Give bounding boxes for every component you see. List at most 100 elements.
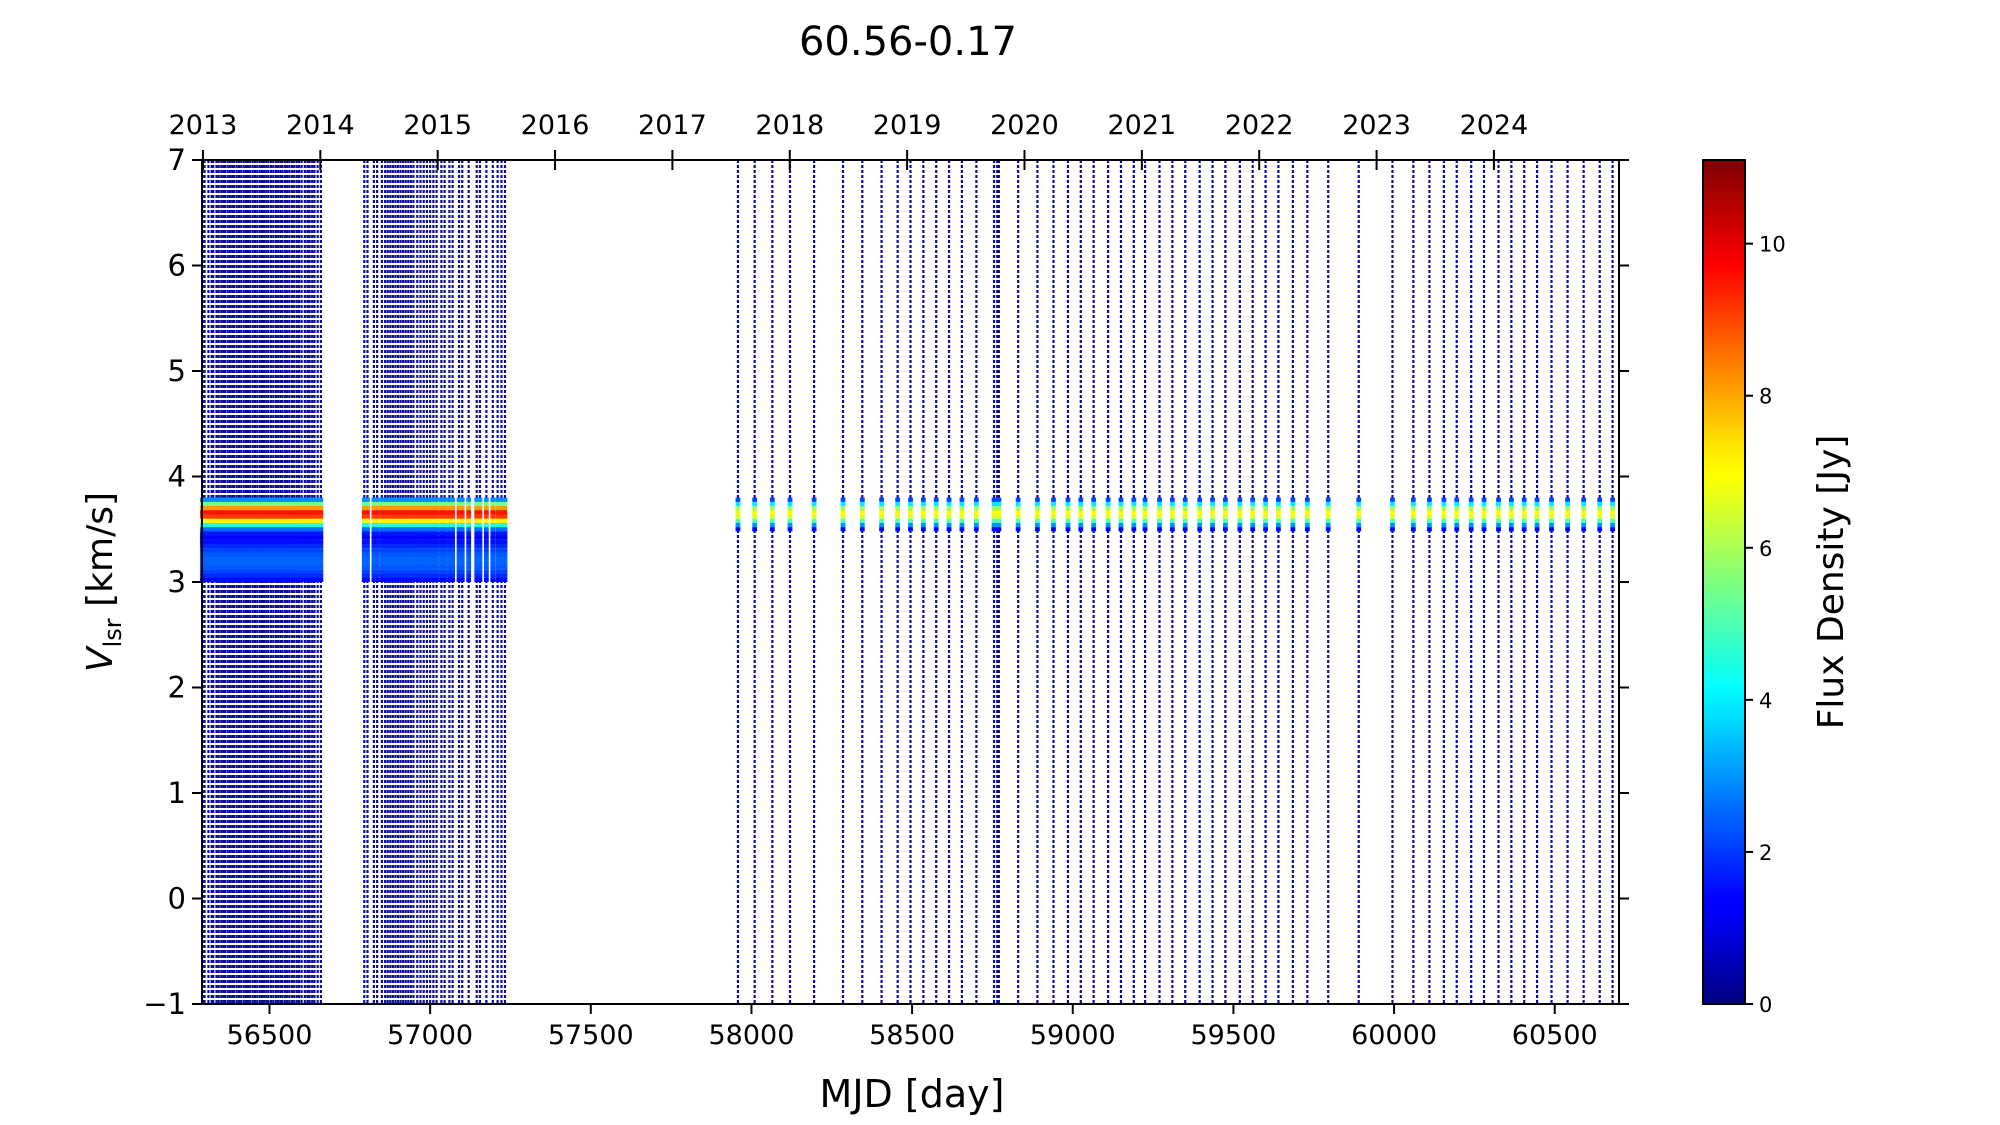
emission-cell bbox=[247, 544, 253, 549]
emission-cell bbox=[946, 518, 952, 523]
emission-cell bbox=[403, 522, 409, 528]
emission-cell bbox=[382, 522, 388, 528]
emission-cell bbox=[450, 544, 456, 549]
emission-cell bbox=[490, 552, 496, 557]
emission-cell bbox=[291, 569, 297, 574]
emission-cell bbox=[1508, 527, 1514, 532]
emission-cell bbox=[477, 506, 483, 511]
emission-cell bbox=[466, 577, 472, 582]
emission-cell bbox=[296, 565, 302, 570]
emission-cell bbox=[991, 497, 997, 502]
emission-cell bbox=[400, 552, 406, 557]
emission-cell bbox=[247, 522, 253, 528]
emission-cell bbox=[502, 510, 508, 515]
emission-cell bbox=[247, 527, 253, 532]
emission-cell bbox=[266, 556, 271, 561]
emission-cell bbox=[1035, 501, 1040, 507]
emission-cell bbox=[318, 531, 324, 536]
emission-cell bbox=[411, 506, 416, 511]
emission-cell bbox=[477, 518, 483, 523]
emission-cell bbox=[216, 552, 222, 557]
emission-cell bbox=[1468, 514, 1474, 519]
emission-cell bbox=[474, 527, 480, 532]
emission-cell bbox=[946, 506, 952, 511]
emission-cell bbox=[231, 565, 237, 570]
emission-cell bbox=[307, 506, 313, 511]
x-tick-label: 57000 bbox=[387, 1020, 473, 1051]
emission-cell bbox=[991, 514, 997, 519]
emission-cell bbox=[466, 527, 472, 532]
emission-cell bbox=[307, 497, 313, 502]
emission-cell bbox=[459, 565, 465, 570]
emission-cell bbox=[1410, 506, 1416, 511]
emission-cell bbox=[490, 556, 496, 561]
emission-cell bbox=[216, 556, 222, 561]
emission-cell bbox=[210, 539, 216, 545]
emission-cell bbox=[1276, 514, 1281, 519]
emission-cell bbox=[1065, 518, 1071, 523]
emission-cell bbox=[499, 560, 504, 566]
emission-cell bbox=[477, 552, 483, 557]
emission-cell bbox=[393, 522, 398, 528]
emission-cell bbox=[495, 501, 501, 507]
emission-cell bbox=[1169, 510, 1175, 515]
emission-cell bbox=[1304, 510, 1310, 515]
emission-cell bbox=[495, 577, 501, 582]
emission-cell bbox=[1131, 514, 1137, 519]
emission-cell bbox=[499, 506, 504, 511]
emission-cell bbox=[1237, 514, 1243, 519]
emission-cell bbox=[216, 577, 222, 582]
emission-cell bbox=[266, 531, 271, 536]
x-axis-label: MJD [day] bbox=[820, 1072, 1005, 1116]
emission-cell bbox=[395, 514, 401, 519]
emission-cell bbox=[408, 522, 414, 528]
emission-cell bbox=[959, 501, 965, 507]
emission-cell bbox=[421, 497, 427, 502]
emission-cell bbox=[254, 518, 260, 523]
emission-cell bbox=[1105, 497, 1111, 502]
emission-cell bbox=[238, 531, 244, 536]
emission-cell bbox=[430, 573, 436, 578]
emission-cell bbox=[315, 569, 321, 574]
emission-cell bbox=[438, 556, 444, 561]
emission-cell bbox=[254, 510, 260, 515]
x-tick-label: 60000 bbox=[1351, 1020, 1437, 1051]
emission-cell bbox=[270, 510, 276, 515]
emission-cell bbox=[379, 552, 385, 557]
emission-cell bbox=[424, 544, 430, 549]
emission-cell bbox=[302, 506, 308, 511]
emission-cell bbox=[477, 514, 483, 519]
emission-cell bbox=[499, 531, 504, 536]
emission-cell bbox=[459, 552, 465, 557]
emission-cell bbox=[318, 501, 324, 507]
emission-cell bbox=[1390, 501, 1395, 507]
emission-cell bbox=[1035, 527, 1040, 532]
emission-cell bbox=[374, 544, 380, 549]
emission-cell bbox=[466, 548, 472, 553]
emission-cell bbox=[1325, 522, 1331, 528]
emission-cell bbox=[390, 577, 396, 582]
emission-cell bbox=[270, 569, 276, 574]
emission-cell bbox=[247, 506, 253, 511]
emission-cell bbox=[502, 569, 508, 574]
emission-cell bbox=[222, 535, 228, 540]
emission-cell bbox=[315, 510, 321, 515]
emission-cell bbox=[1091, 514, 1097, 519]
emission-cell bbox=[442, 497, 447, 502]
emission-cell bbox=[387, 522, 393, 528]
emission-cell bbox=[318, 548, 324, 553]
emission-cell bbox=[1304, 522, 1310, 528]
emission-cell bbox=[254, 497, 260, 502]
emission-cell bbox=[395, 497, 401, 502]
emission-cell bbox=[752, 518, 758, 523]
emission-cell bbox=[442, 552, 447, 557]
emission-cell bbox=[1441, 506, 1447, 511]
emission-cell bbox=[811, 501, 817, 507]
emission-cell bbox=[1410, 497, 1416, 502]
emission-cell bbox=[1237, 522, 1243, 528]
emission-cell bbox=[414, 506, 420, 511]
emission-cell bbox=[411, 527, 416, 532]
emission-cell bbox=[840, 501, 846, 507]
emission-cell bbox=[254, 573, 260, 578]
emission-cell bbox=[1015, 501, 1021, 507]
